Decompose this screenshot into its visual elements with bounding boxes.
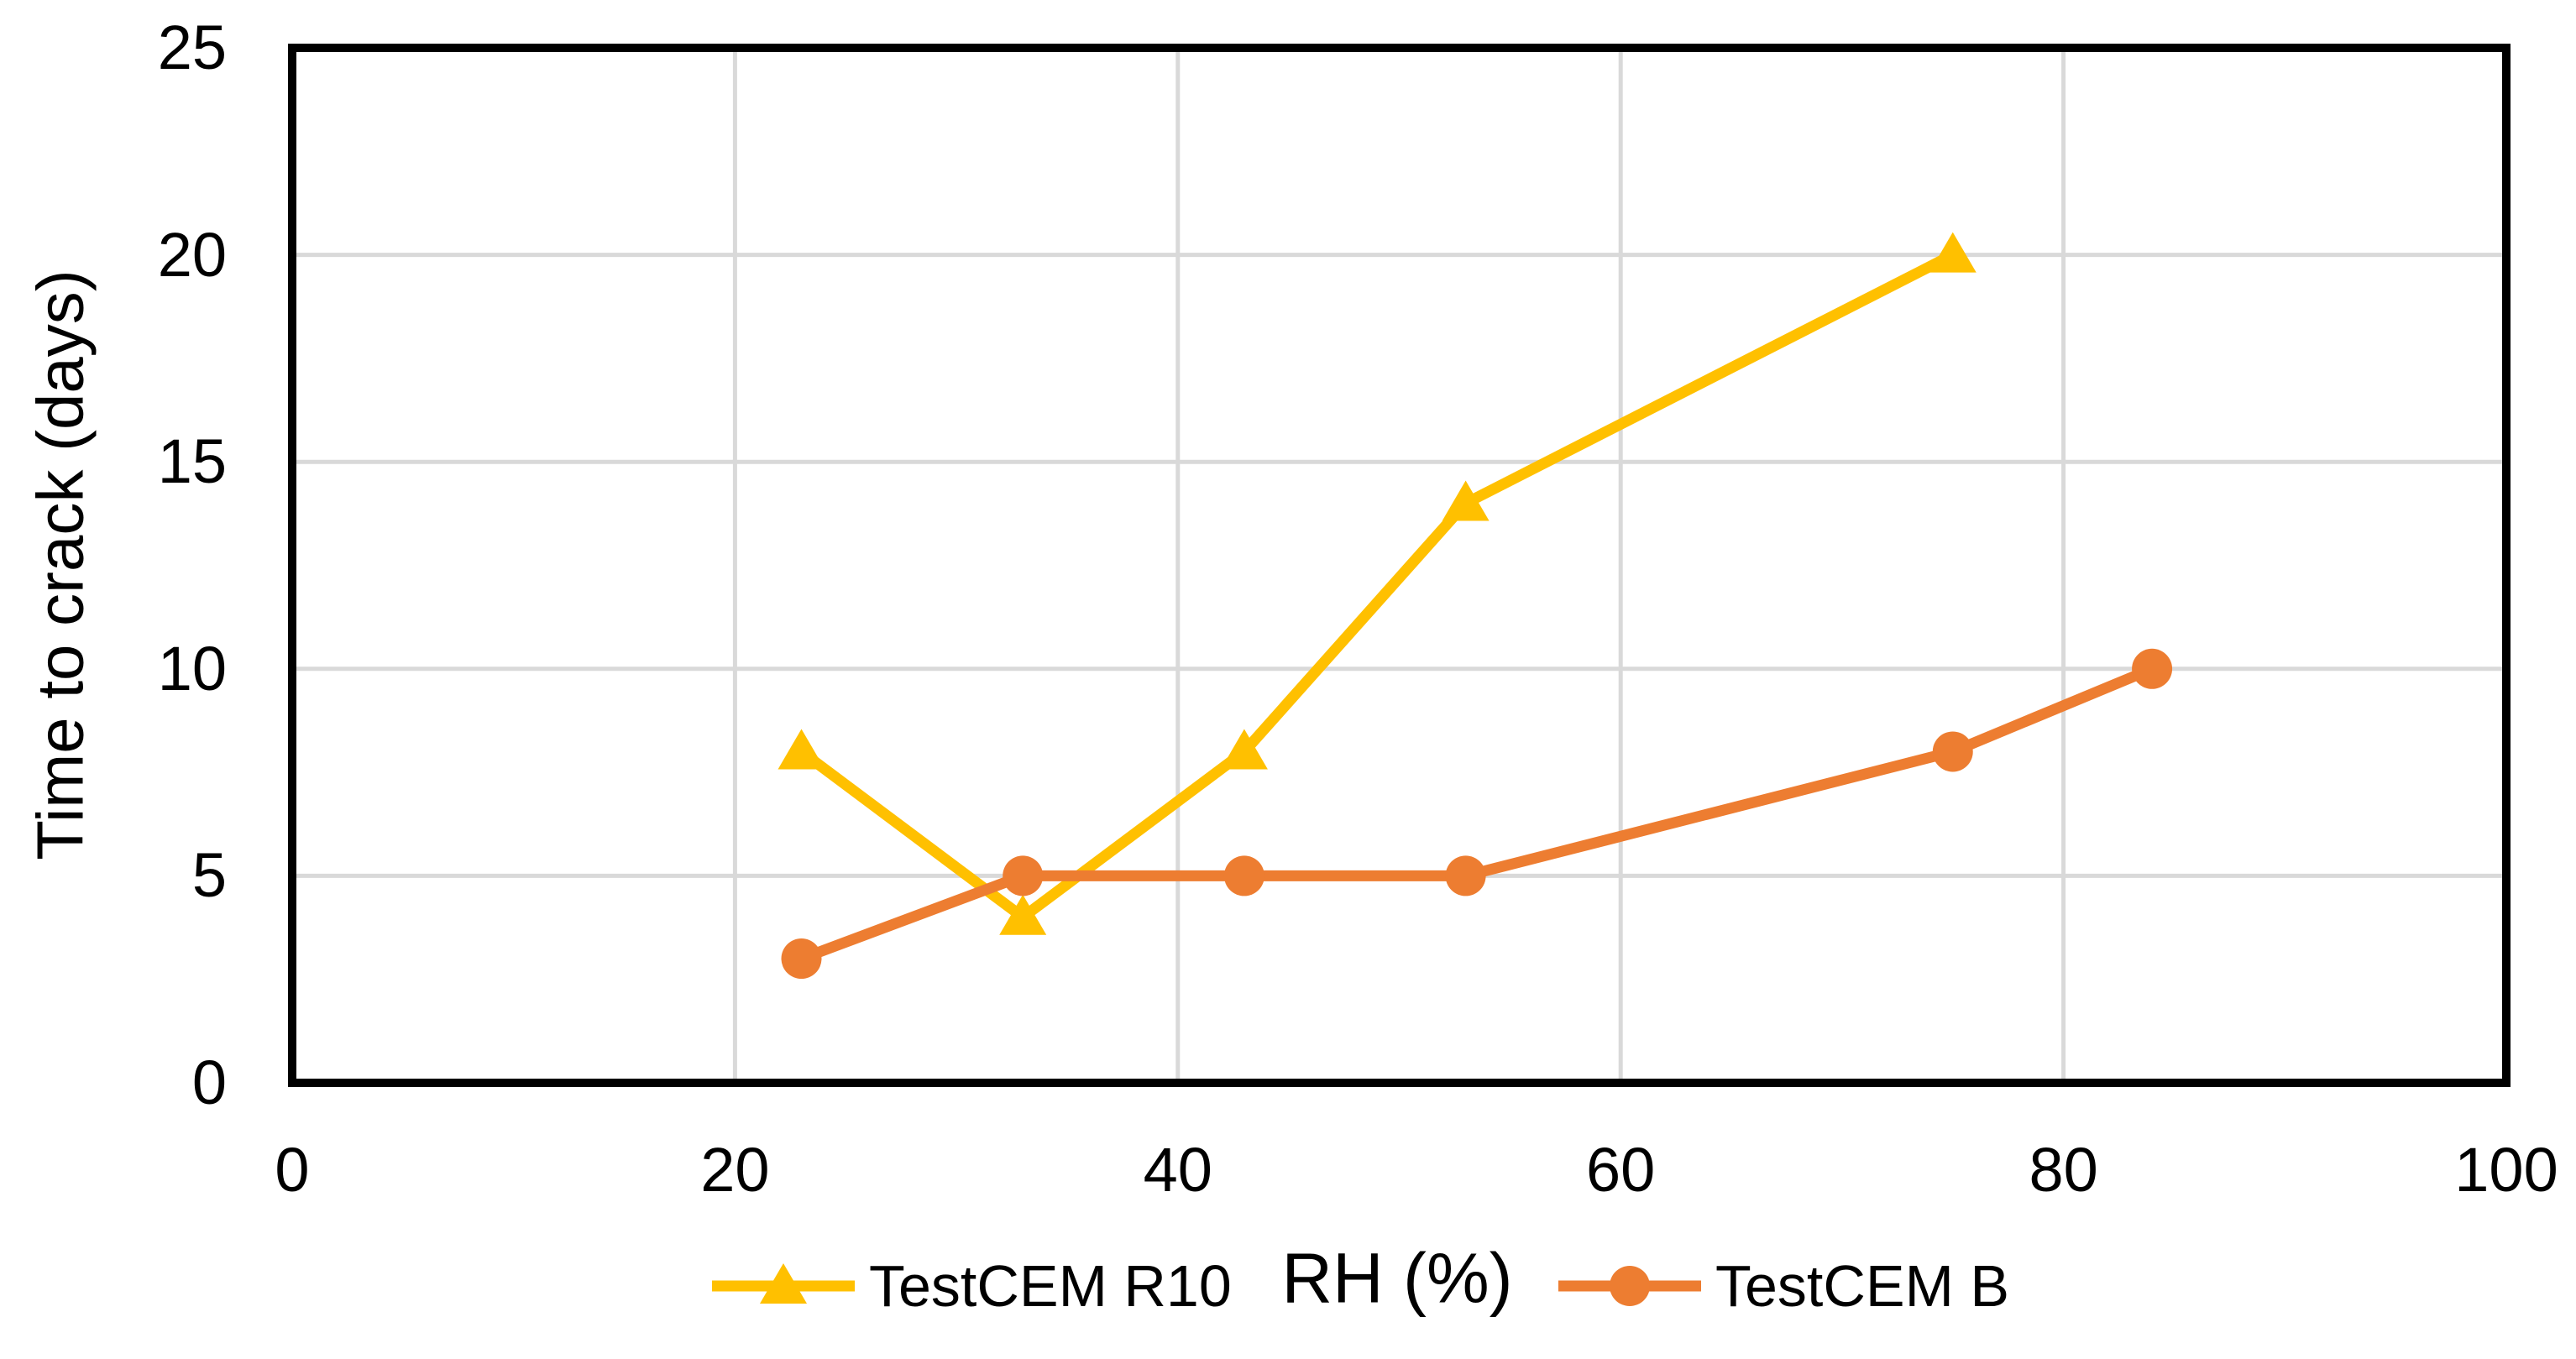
triangle-data-point-marker xyxy=(1929,232,1977,273)
legend-label: TestCEM B xyxy=(1715,1253,2010,1319)
legend-item-testcem-r10: TestCEM R10 xyxy=(709,1248,1232,1324)
series-line xyxy=(796,249,1959,923)
legend-label: TestCEM R10 xyxy=(869,1253,1232,1319)
circle-data-point-marker xyxy=(2132,648,2173,689)
x-axis-tick-label: 100 xyxy=(2454,1135,2558,1205)
x-axis-tick-label: 40 xyxy=(1143,1135,1212,1205)
y-axis-tick-label: 15 xyxy=(157,426,227,497)
plot-frame xyxy=(288,44,2511,1087)
x-axis-tick-label: 0 xyxy=(275,1135,310,1205)
circle-data-point-marker xyxy=(1445,855,1486,896)
data-series-layer xyxy=(778,232,2173,980)
series-line xyxy=(796,663,2158,964)
x-axis-tick-label: 60 xyxy=(1586,1135,1656,1205)
series-testcem-b xyxy=(781,648,2173,980)
x-axis-title: RH (%) xyxy=(1281,1238,1513,1318)
triangle-marker-icon xyxy=(712,1263,855,1304)
circle-data-point-marker xyxy=(781,938,822,980)
triangle-data-point-marker xyxy=(1220,729,1268,770)
gridlines xyxy=(296,52,2502,1079)
triangle-data-point-marker xyxy=(778,729,825,770)
circle-marker-icon xyxy=(1558,1266,1701,1306)
y-axis-tick-label: 5 xyxy=(191,840,227,911)
series-testcem-r10 xyxy=(778,232,1977,935)
y-axis-tick-label: 20 xyxy=(157,219,227,290)
y-axis-title: Time to crack (days) xyxy=(23,269,97,860)
circle-data-point-marker xyxy=(1932,731,1973,772)
triangle-data-point-marker xyxy=(999,894,1047,935)
circle-data-point-marker xyxy=(1003,855,1044,896)
circle-data-point-marker xyxy=(1223,855,1264,896)
x-axis-tick-label: 80 xyxy=(2029,1135,2098,1205)
triangle-data-point-marker xyxy=(1442,480,1490,521)
y-axis-tick-label: 0 xyxy=(191,1048,227,1117)
y-axis-tick-label: 10 xyxy=(157,633,227,703)
x-axis-tick-label: 20 xyxy=(700,1135,770,1205)
legend-item-testcem-b: TestCEM B xyxy=(1556,1248,2009,1324)
y-axis-tick-label: 25 xyxy=(157,13,227,82)
